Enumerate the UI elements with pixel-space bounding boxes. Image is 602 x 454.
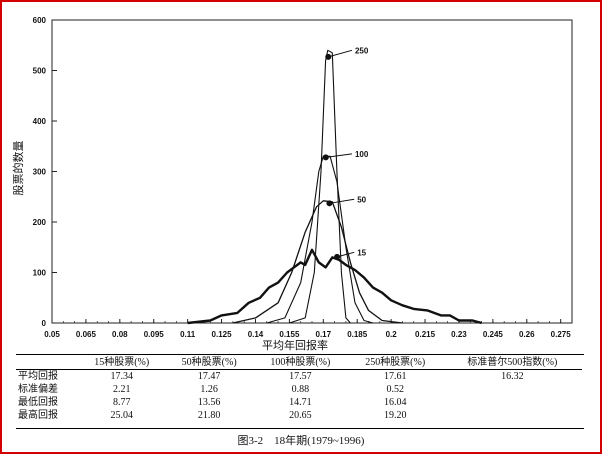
x-tick-label: 0.26 <box>519 330 535 339</box>
x-tick-label: 0.11 <box>180 330 196 339</box>
series-label-50: 50 <box>357 195 366 204</box>
series-leader-50 <box>329 198 355 204</box>
table-cell: 8.77 <box>112 397 131 408</box>
table-row: 最高回报 25.04 21.80 20.65 19.20 <box>16 409 582 422</box>
y-tick-label: 200 <box>33 218 47 227</box>
table-header-cell: 50种股票(%) <box>165 356 253 370</box>
x-tick-label: 0.065 <box>76 330 97 339</box>
table-header-row: 15种股票(%) 50种股票(%) 100种股票(%) 250种股票(%) 标准… <box>16 356 582 370</box>
table-row: 最低回报 8.77 13.56 14.71 16.04 <box>16 396 582 409</box>
table-cell: 21.80 <box>197 410 221 421</box>
table-cell <box>443 396 582 409</box>
row-label: 标准偏差 <box>18 384 58 395</box>
figure-caption: 图3-2 18年期(1979~1996) <box>237 435 365 447</box>
x-tick-label: 0.275 <box>551 330 572 339</box>
row-label: 最低回报 <box>18 397 58 408</box>
x-tick-label: 0.14 <box>248 330 264 339</box>
series-labels: 250 100 50 15 <box>322 46 369 260</box>
y-tick-label: 400 <box>33 117 47 126</box>
table-cell: 20.65 <box>289 410 312 421</box>
x-tick-label: 0.17 <box>316 330 332 339</box>
chart-area: 0 100 200 300 400 500 600 0.05 0.065 0.08 0.095 0.1… <box>33 16 573 339</box>
series-line-250 <box>289 49 351 324</box>
table-cell: 0.88 <box>291 384 310 395</box>
table-cell: 1.26 <box>200 384 218 395</box>
y-axis-label: 股票的数量 <box>12 140 25 196</box>
series-label-100: 100 <box>355 150 369 159</box>
table-row: 标准偏差 2.21 1.26 0.88 0.52 <box>16 383 582 396</box>
x-tick-label: 0.08 <box>112 330 128 339</box>
table-bottom-rule <box>16 428 584 429</box>
series-label-15: 15 <box>357 248 366 257</box>
table-header-cell: 15种股票(%) <box>78 356 166 370</box>
axes: 0 100 200 300 400 500 600 0.05 0.065 0.08 0.095 0.1… <box>33 16 573 339</box>
table-cell: 13.56 <box>197 397 221 408</box>
row-label: 最高回报 <box>18 410 58 421</box>
y-tick-label: 100 <box>33 269 47 278</box>
row-label: 平均回报 <box>18 371 58 382</box>
table-cell: 2.21 <box>112 384 131 395</box>
table-cell: 19.20 <box>383 410 407 421</box>
x-tick-label: 0.245 <box>483 330 504 339</box>
x-tick-label: 0.095 <box>144 330 165 339</box>
x-tick-label: 0.215 <box>415 330 436 339</box>
x-tick-label: 0.155 <box>279 330 300 339</box>
table-header-cell: 250种股票(%) <box>347 356 443 370</box>
x-tick-label: 0.2 <box>386 330 398 339</box>
x-tick-label: 0.23 <box>451 330 467 339</box>
table-cell: 0.52 <box>386 384 404 395</box>
table-cell: 16.32 <box>501 371 524 382</box>
y-tick-label: 300 <box>33 168 47 177</box>
y-tick-label: 500 <box>33 67 47 76</box>
x-tick-label: 0.125 <box>212 330 233 339</box>
table-cell: 14.71 <box>289 397 312 408</box>
table-header-cell: 标准普尔500指数(%) <box>442 356 582 370</box>
x-tick-label: 0.185 <box>347 330 368 339</box>
plot-border <box>51 19 573 324</box>
table-cell <box>443 383 582 396</box>
table-cell: 17.61 <box>383 371 407 382</box>
table-cell: 17.34 <box>110 371 133 382</box>
y-tick-label: 600 <box>33 16 47 25</box>
x-axis-label: 平均年回报率 <box>262 339 328 352</box>
table-cell: 17.57 <box>289 371 312 382</box>
table-cell: 17.47 <box>197 371 221 382</box>
y-tick-label: 0 <box>42 319 47 328</box>
series-line-15 <box>187 248 482 325</box>
table-top-rule <box>16 354 584 355</box>
stats-table: 15种股票(%) 50种股票(%) 100种股票(%) 250种股票(%) 标准… <box>16 356 582 422</box>
x-tick-label: 0.05 <box>44 330 60 339</box>
series-label-250: 250 <box>355 46 369 55</box>
series-leader-15 <box>336 251 355 258</box>
table-cell: 16.04 <box>383 397 407 408</box>
table-cell: 25.04 <box>110 410 133 421</box>
series-leader-250 <box>328 49 353 58</box>
table-row: 平均回报 17.34 17.47 17.57 17.61 16.32 <box>16 370 582 384</box>
series-leader-100 <box>325 153 353 158</box>
table-header-cell: 100种股票(%) <box>252 356 348 370</box>
table-cell <box>443 409 582 422</box>
series-layer <box>187 49 482 325</box>
table-header-cell <box>16 356 78 370</box>
